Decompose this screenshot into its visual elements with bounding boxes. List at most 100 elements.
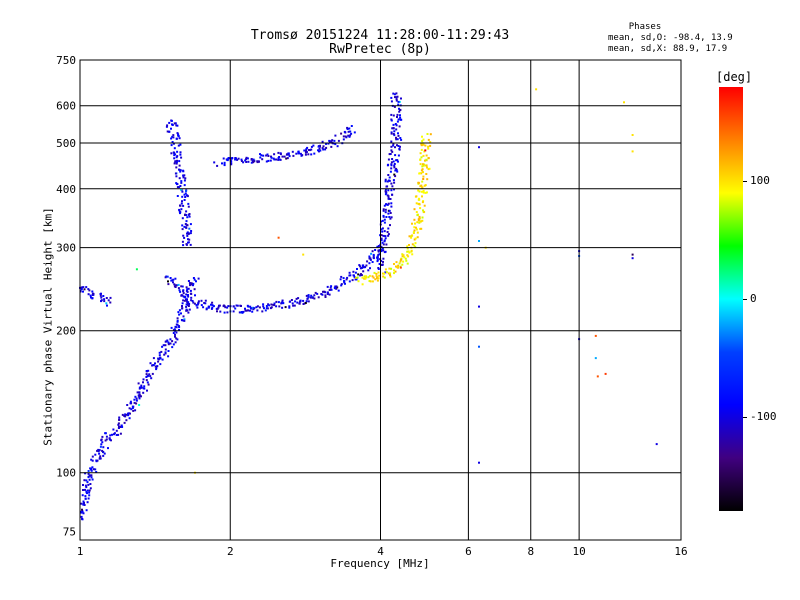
data-point-o — [121, 426, 124, 428]
data-point-o — [188, 282, 191, 284]
data-point-x — [421, 140, 424, 143]
data-point-o — [176, 338, 179, 341]
data-point-o — [168, 121, 171, 124]
data-point-o — [384, 237, 387, 240]
data-point-o — [168, 130, 171, 133]
data-point-x — [416, 221, 419, 224]
data-point-o — [182, 170, 185, 173]
data-point-o — [161, 345, 164, 348]
data-point-o — [387, 163, 390, 166]
data-point-o — [166, 130, 169, 133]
data-point-o — [187, 280, 190, 282]
data-point-o — [337, 289, 340, 292]
data-point-o — [142, 378, 145, 381]
data-point-o — [181, 190, 184, 193]
data-point-o — [157, 358, 160, 361]
data-point-x — [425, 173, 428, 175]
data-point-o — [344, 135, 347, 138]
data-point-o — [186, 232, 188, 235]
data-point-o — [392, 123, 395, 126]
data-point-o — [174, 277, 177, 280]
data-point-o — [359, 274, 362, 277]
data-point-o — [83, 502, 85, 504]
data-point-o — [278, 158, 281, 161]
data-point-o — [175, 337, 178, 340]
data-point-o — [101, 435, 104, 438]
data-point-o — [302, 299, 305, 302]
data-point-o — [296, 301, 299, 304]
data-point-o — [189, 223, 192, 226]
data-point-o — [178, 210, 181, 213]
data-point-o — [133, 398, 136, 401]
data-point-o — [301, 154, 304, 157]
data-point-o — [390, 119, 393, 122]
data-point-o — [147, 369, 150, 372]
data-point-o — [216, 310, 218, 313]
data-point-o — [183, 319, 186, 322]
data-point-o — [171, 340, 174, 343]
data-point-o — [380, 239, 383, 242]
data-point-o — [287, 152, 290, 155]
data-point-x — [395, 261, 398, 264]
data-point-o — [297, 297, 300, 300]
data-point-o — [82, 484, 84, 486]
data-point-o — [306, 146, 309, 149]
y-axis-label: Stationary phase Virtual Height [km] — [41, 207, 55, 446]
data-point-o — [125, 419, 128, 422]
data-point-o — [249, 305, 252, 308]
data-point-o — [328, 141, 331, 144]
data-point-o — [383, 221, 386, 224]
data-point-o — [330, 288, 333, 291]
data-point-x — [367, 276, 370, 279]
data-point-o — [105, 302, 108, 305]
data-point-o — [183, 199, 186, 201]
data-point-o — [390, 131, 393, 134]
data-point-o — [387, 174, 390, 176]
data-point-o — [299, 152, 302, 155]
data-point-o — [314, 291, 317, 294]
colorbar-tick-label: -100 — [750, 409, 777, 423]
data-point-o — [82, 512, 85, 515]
data-point-x — [425, 154, 428, 157]
data-point-o — [288, 155, 291, 158]
data-point-o — [99, 445, 102, 448]
data-point-o — [146, 375, 149, 378]
data-point-o — [173, 154, 176, 157]
data-point-o — [136, 391, 139, 394]
data-point-o — [395, 138, 398, 141]
data-point-x — [400, 258, 403, 261]
data-point-o — [169, 342, 172, 345]
data-point-o — [147, 383, 150, 386]
data-point-o — [81, 510, 84, 513]
data-point-o — [88, 474, 91, 477]
data-point-o — [212, 305, 215, 308]
data-point-o — [164, 344, 167, 347]
data-point-x — [371, 275, 374, 278]
data-point-o — [326, 291, 329, 294]
data-point-o — [150, 377, 153, 380]
data-point-o — [82, 290, 84, 293]
data-point-o — [158, 351, 161, 354]
data-point-o — [89, 483, 92, 485]
data-point-x — [419, 158, 422, 161]
data-point-x — [416, 214, 419, 217]
data-point-o — [236, 158, 239, 161]
data-point-o — [382, 209, 385, 212]
data-point-x — [420, 184, 423, 187]
data-point-o — [353, 131, 356, 134]
data-point-o — [81, 494, 84, 497]
data-point-x — [422, 143, 425, 146]
data-point-o — [395, 136, 397, 139]
data-point-scattered — [478, 461, 480, 464]
data-point-o — [88, 289, 91, 292]
data-point-o — [171, 141, 174, 143]
data-point-x — [384, 268, 387, 271]
data-point-o — [262, 305, 265, 308]
data-point-o — [281, 299, 284, 302]
data-point-o — [328, 289, 331, 291]
data-point-o — [180, 188, 182, 191]
data-point-o — [317, 145, 320, 148]
data-point-o — [87, 476, 90, 479]
data-point-o — [83, 504, 86, 506]
data-point-scattered — [623, 101, 625, 104]
